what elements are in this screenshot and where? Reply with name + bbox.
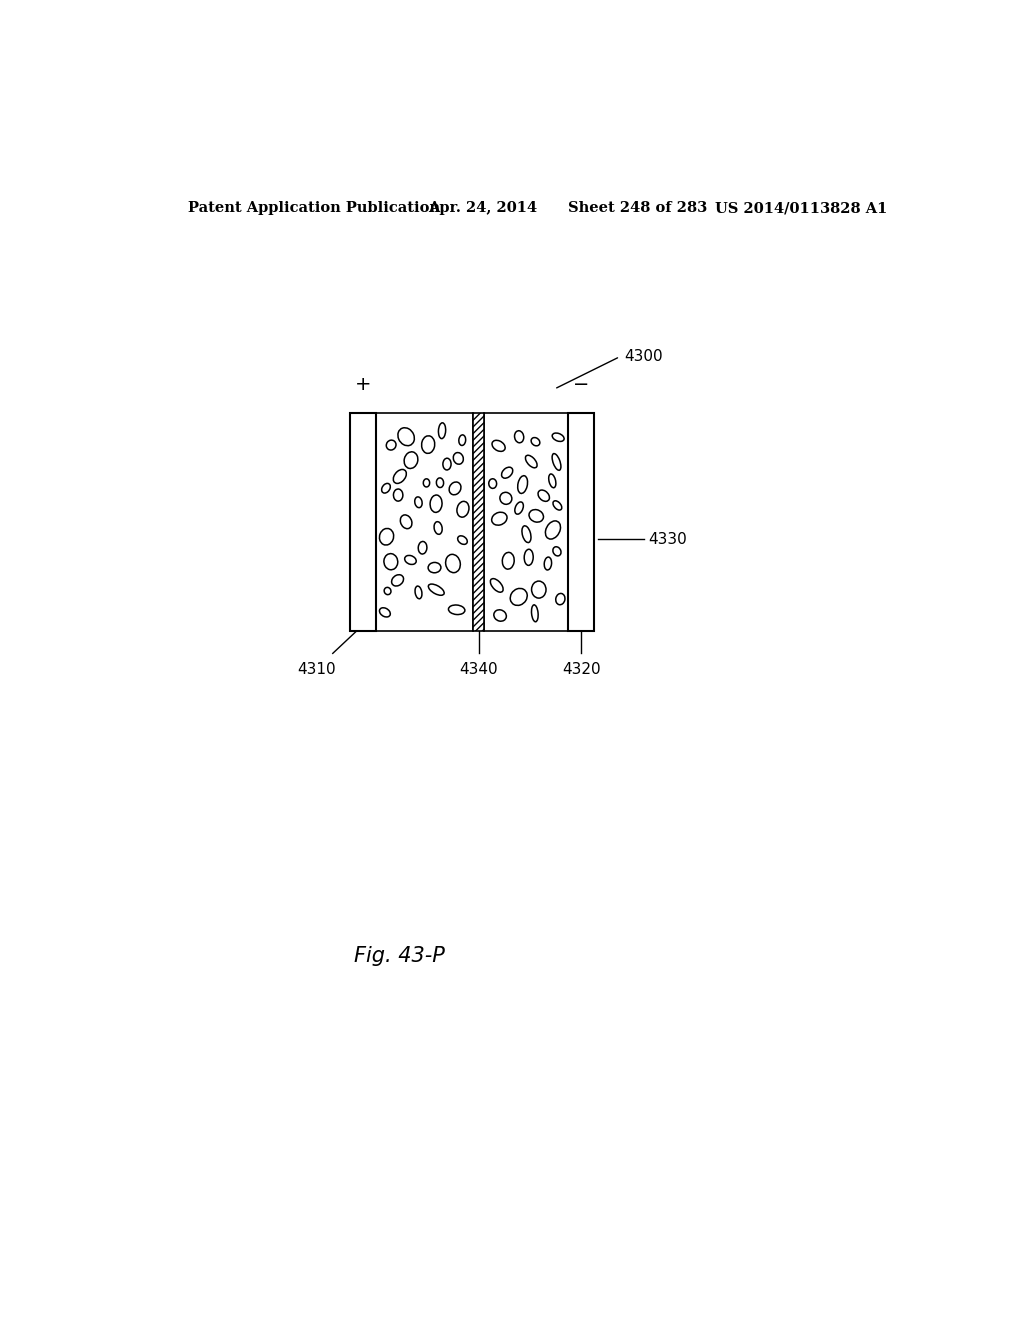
Ellipse shape [518, 475, 527, 494]
Ellipse shape [553, 546, 561, 556]
Ellipse shape [531, 605, 539, 622]
Ellipse shape [531, 437, 540, 446]
Ellipse shape [490, 578, 503, 593]
Ellipse shape [445, 554, 461, 573]
Ellipse shape [488, 479, 497, 488]
Ellipse shape [552, 433, 564, 441]
Ellipse shape [404, 556, 416, 565]
Ellipse shape [525, 455, 538, 467]
Ellipse shape [503, 552, 514, 569]
Ellipse shape [538, 490, 550, 502]
Ellipse shape [515, 502, 523, 515]
Text: Fig. 43-P: Fig. 43-P [354, 946, 445, 966]
Bar [376, 413, 473, 631]
Ellipse shape [450, 482, 461, 495]
Ellipse shape [428, 562, 441, 573]
Text: 4310: 4310 [298, 661, 336, 677]
Ellipse shape [531, 581, 546, 598]
Ellipse shape [458, 536, 467, 544]
Text: 4340: 4340 [460, 661, 498, 677]
Ellipse shape [404, 451, 418, 469]
Text: 4320: 4320 [562, 661, 600, 677]
Text: Apr. 24, 2014: Apr. 24, 2014 [428, 201, 538, 215]
Ellipse shape [391, 574, 403, 586]
Text: 4300: 4300 [624, 348, 663, 364]
Bar [484, 413, 568, 631]
Ellipse shape [549, 474, 556, 488]
Ellipse shape [415, 496, 422, 508]
Ellipse shape [552, 454, 561, 470]
Text: Patent Application Publication: Patent Application Publication [187, 201, 439, 215]
Ellipse shape [492, 512, 507, 525]
Ellipse shape [386, 440, 396, 450]
Ellipse shape [423, 479, 430, 487]
Ellipse shape [457, 502, 469, 517]
Ellipse shape [492, 441, 505, 451]
Ellipse shape [522, 525, 531, 543]
Ellipse shape [415, 586, 422, 599]
Ellipse shape [418, 541, 427, 554]
Ellipse shape [510, 589, 527, 606]
Ellipse shape [442, 458, 451, 470]
Text: Sheet 248 of 283: Sheet 248 of 283 [568, 201, 708, 215]
Ellipse shape [422, 436, 435, 453]
Ellipse shape [459, 434, 466, 445]
Ellipse shape [546, 521, 560, 539]
Ellipse shape [529, 510, 544, 523]
Text: US 2014/0113828 A1: US 2014/0113828 A1 [715, 201, 888, 215]
Bar [350, 413, 376, 631]
Text: +: + [354, 375, 371, 395]
Ellipse shape [434, 521, 442, 535]
Ellipse shape [382, 483, 390, 494]
Bar [473, 413, 484, 631]
Ellipse shape [556, 594, 565, 605]
Ellipse shape [544, 557, 552, 570]
Bar [568, 413, 594, 631]
Ellipse shape [436, 478, 443, 487]
Ellipse shape [502, 467, 513, 478]
Ellipse shape [514, 430, 523, 442]
Text: 4330: 4330 [648, 532, 686, 546]
Text: −: − [573, 375, 590, 395]
Ellipse shape [384, 587, 391, 594]
Ellipse shape [428, 583, 444, 595]
Ellipse shape [393, 488, 402, 502]
Ellipse shape [500, 492, 512, 504]
Ellipse shape [430, 495, 442, 512]
Ellipse shape [398, 428, 415, 446]
Ellipse shape [438, 422, 445, 438]
Ellipse shape [553, 500, 562, 510]
Ellipse shape [384, 553, 397, 570]
Ellipse shape [524, 549, 534, 565]
Ellipse shape [380, 528, 393, 545]
Ellipse shape [494, 610, 506, 622]
Ellipse shape [400, 515, 412, 529]
Ellipse shape [449, 605, 465, 615]
Ellipse shape [454, 453, 463, 465]
Ellipse shape [380, 607, 390, 616]
Ellipse shape [393, 470, 407, 483]
